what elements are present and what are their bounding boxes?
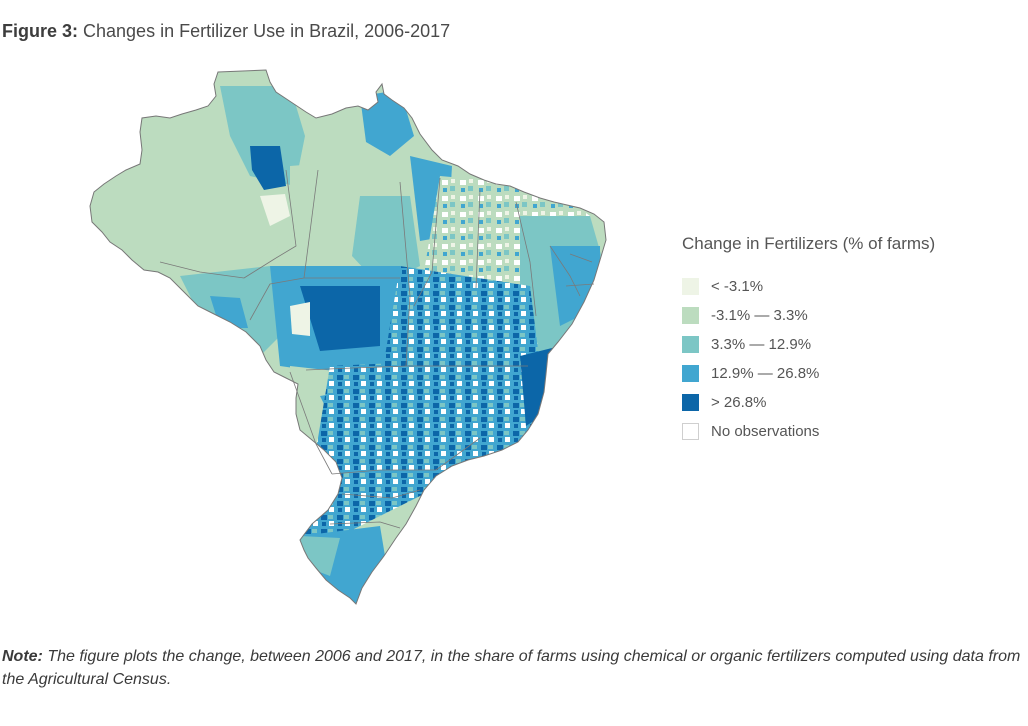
- border-rn-pb: [569, 253, 593, 263]
- legend-label: > 26.8%: [711, 393, 767, 411]
- region-mato-grosso-core: [300, 286, 380, 351]
- legend-swatch: [682, 422, 699, 440]
- border-santa-catarina: [329, 521, 401, 529]
- legend-swatch: [682, 364, 699, 382]
- note-label: Note:: [2, 648, 43, 665]
- legend-swatch: [682, 277, 699, 295]
- legend-item: 3.3% — 12.9%: [682, 332, 1002, 356]
- region-roraima: [220, 86, 305, 186]
- border-ceara-bahia: [515, 201, 537, 317]
- map-legend: Change in Fertilizers (% of farms) < -3.…: [682, 234, 1002, 448]
- region-south-southeast: [280, 356, 550, 604]
- region-roraima-pale: [260, 194, 290, 226]
- legend-swatch: [682, 335, 699, 353]
- legend-item: No observations: [682, 419, 1002, 443]
- border-sp-mg: [331, 437, 481, 475]
- border-ne-coast: [549, 245, 581, 297]
- brazil-map-svg: [89, 69, 607, 605]
- legend-item: > 26.8%: [682, 390, 1002, 414]
- legend-label: 3.3% — 12.9%: [711, 335, 812, 353]
- region-amapa: [360, 90, 414, 156]
- legend-item: -3.1% — 3.3%: [682, 303, 1002, 327]
- figure-label: Figure 3:: [2, 21, 79, 41]
- brazil-map: [80, 66, 620, 611]
- map-fill-regions: [90, 70, 606, 604]
- legend-swatch: [682, 393, 699, 411]
- border-para-tocantins: [399, 181, 411, 367]
- border-ms: [289, 371, 333, 475]
- figure-note: Note: The figure plots the change, betwe…: [2, 645, 1026, 691]
- legend-label: No observations: [711, 422, 820, 440]
- legend-swatch: [682, 306, 699, 324]
- legend-label: -3.1% — 3.3%: [711, 306, 808, 324]
- legend-label: 12.9% — 26.8%: [711, 364, 820, 382]
- legend-item: < -3.1%: [682, 274, 1002, 298]
- border-parana: [341, 489, 421, 499]
- border-pe-al: [565, 283, 595, 287]
- legend-title: Change in Fertilizers (% of farms): [682, 234, 936, 253]
- figure-title-text: Changes in Fertilizer Use in Brazil, 200…: [78, 21, 451, 41]
- region-roraima-core: [250, 146, 286, 190]
- border-piaui: [475, 189, 481, 289]
- region-espirito-santo: [520, 346, 560, 426]
- border-goias-minas: [305, 365, 528, 371]
- legend-items: < -3.1% -3.1% — 3.3% 3.3% — 12.9% 12.9% — 2…: [682, 274, 1002, 443]
- figure-title: Figure 3: Changes in Fertilizer Use in B…: [2, 20, 450, 42]
- region-mato-grosso-pale: [290, 302, 310, 336]
- border-amazonas-south: [159, 257, 277, 279]
- border-maranhao: [413, 177, 441, 307]
- state-borders: [159, 169, 595, 529]
- note-text: The figure plots the change, between 200…: [2, 648, 1021, 688]
- legend-label: < -3.1%: [711, 277, 764, 295]
- border-rondonia: [249, 277, 305, 321]
- border-amazonas-para: [275, 169, 297, 259]
- legend-item: 12.9% — 26.8%: [682, 361, 1002, 385]
